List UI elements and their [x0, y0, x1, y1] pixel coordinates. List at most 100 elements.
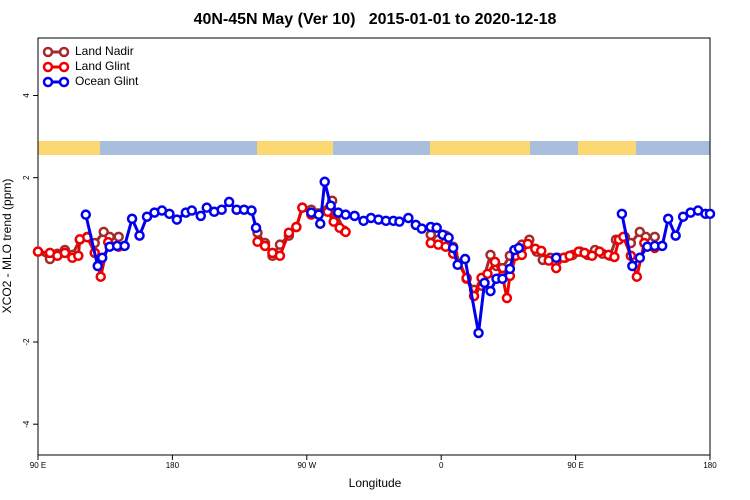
land-strip [38, 141, 100, 155]
data-point [649, 231, 660, 243]
data-point [416, 223, 428, 234]
data-point [616, 208, 628, 220]
data-point [59, 247, 71, 259]
data-point [291, 221, 302, 233]
data-point [403, 212, 414, 224]
data-point [677, 211, 689, 222]
x-axis-label: Longitude [349, 476, 402, 490]
x-tick-label: 90 E [30, 461, 46, 470]
data-point [504, 263, 516, 275]
chart-title: 40N-45N May (Ver 10) 2015-01-01 to 2020-… [194, 11, 557, 28]
data-point [627, 260, 638, 272]
y-tick-label: -4 [22, 420, 31, 428]
data-point [164, 208, 175, 220]
data-point [609, 251, 620, 263]
data-point [252, 236, 263, 248]
legend-label: Ocean Glint [75, 74, 139, 88]
data-point [522, 238, 534, 250]
data-point [501, 292, 513, 304]
legend-label: Land Nadir [75, 44, 134, 58]
data-point [670, 230, 681, 241]
data-point [80, 209, 92, 220]
surface-strip [38, 141, 710, 155]
data-point [319, 176, 330, 188]
data-point [550, 252, 562, 264]
data-point [550, 262, 562, 274]
data-point [297, 202, 308, 213]
x-tick-label: 90 W [297, 461, 316, 470]
legend-label: Land Glint [75, 59, 130, 73]
data-point [656, 240, 668, 252]
land-strip [257, 141, 333, 155]
data-point [325, 200, 336, 211]
data-point [459, 253, 471, 265]
y-tick-label: -2 [22, 338, 31, 346]
data-point [497, 273, 508, 285]
data-point [113, 231, 124, 243]
data-point [328, 216, 339, 227]
data-point [473, 327, 484, 339]
data-point [250, 222, 262, 234]
legend-marker [42, 61, 54, 73]
data-point [489, 256, 501, 268]
data-point [134, 230, 145, 241]
data-point [631, 271, 643, 282]
data-point [32, 246, 44, 257]
data-point [259, 240, 271, 252]
y-tick-label: 4 [22, 93, 31, 98]
data-point [704, 208, 716, 220]
data-point [141, 211, 153, 222]
data-point [186, 205, 198, 216]
data-point [513, 242, 525, 254]
x-tick-label: 0 [439, 461, 444, 470]
data-point [594, 246, 605, 257]
y-tick-label: 2 [22, 175, 31, 180]
data-point [223, 196, 235, 208]
data-point [314, 218, 326, 229]
data-point [246, 205, 257, 216]
data-point [586, 250, 598, 261]
data-point [349, 210, 360, 222]
legend-marker [58, 76, 70, 88]
legend-marker [42, 46, 54, 58]
x-tick-label: 180 [703, 461, 717, 470]
data-point [479, 277, 490, 289]
data-point [564, 250, 575, 261]
data-point [126, 213, 138, 225]
y-axis-label: XCO2 - MLO trend (ppm) [0, 179, 14, 314]
data-point [283, 227, 295, 238]
legend-marker [58, 46, 70, 58]
data-point [482, 268, 493, 280]
data-point [485, 249, 496, 261]
data-point [431, 222, 442, 234]
data-point [274, 250, 286, 261]
data-point [394, 216, 405, 227]
x-tick-label: 180 [166, 461, 180, 470]
data-point [452, 259, 463, 271]
data-point [340, 226, 351, 238]
data-point [96, 252, 108, 264]
data-point [73, 250, 84, 261]
x-tick-label: 90 E [567, 461, 583, 470]
data-point [485, 285, 496, 297]
data-point [119, 240, 130, 252]
data-point [443, 232, 454, 243]
data-point [662, 213, 674, 225]
land-strip [578, 141, 636, 155]
data-point [536, 245, 547, 257]
legend-marker [42, 76, 54, 88]
data-point [95, 271, 106, 282]
data-point [195, 210, 207, 222]
data-point [171, 214, 183, 225]
land-strip [430, 141, 530, 155]
data-point [447, 242, 459, 254]
data-point [92, 260, 103, 272]
data-point [201, 202, 212, 213]
data-point [340, 209, 351, 220]
data-point [313, 209, 324, 220]
legend-marker [58, 61, 70, 73]
ocean-strip [38, 141, 710, 155]
data-point [216, 204, 227, 215]
data-point [634, 252, 646, 264]
